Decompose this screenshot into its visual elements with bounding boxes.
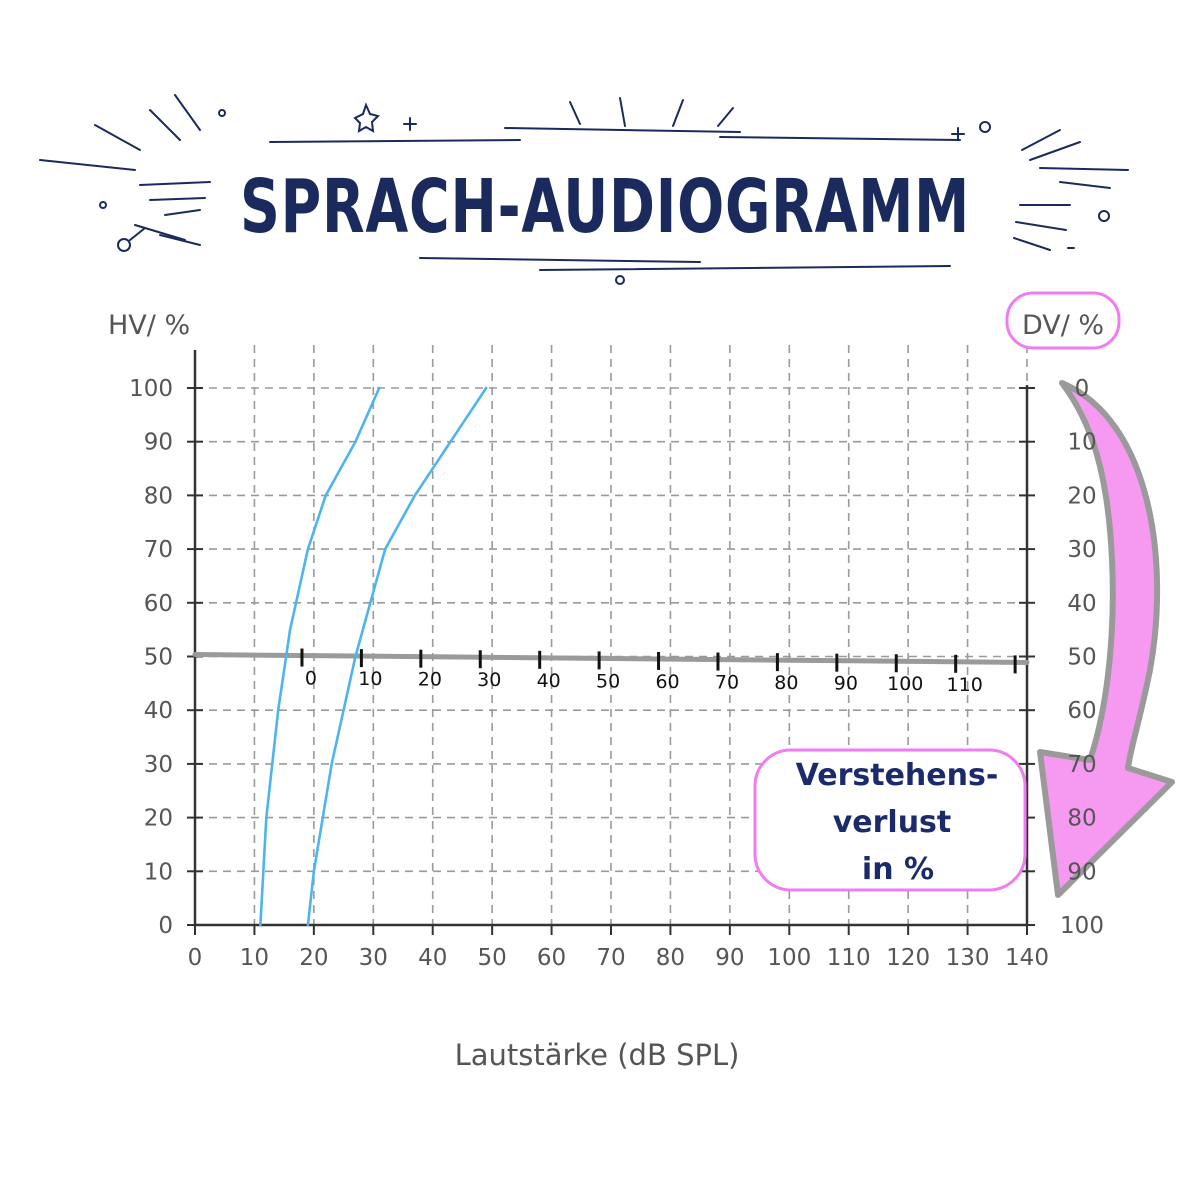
y-right-tick-label: 80 xyxy=(1067,806,1096,832)
curved-arrow xyxy=(1037,380,1175,898)
y-left-tick-label: 0 xyxy=(158,913,173,939)
callout-box: Verstehens- verlust in % xyxy=(753,748,1027,892)
y-right-tick-label: 40 xyxy=(1067,591,1096,617)
y-left-tick-label: 100 xyxy=(129,376,173,402)
callout-line-3: in % xyxy=(862,852,934,887)
mid-scale-tick-label: 70 xyxy=(715,672,739,694)
y-right-tick-label: 60 xyxy=(1067,698,1096,724)
series-curves xyxy=(259,386,488,927)
tick-labels: 0 10 20 30 40 50 60 70 80 90 100 110 120 130 140010203… xyxy=(129,376,1049,971)
y-right-tick-label: 10 xyxy=(1067,430,1096,456)
callout-line-2: verlust xyxy=(833,805,952,840)
x-tick-label: 20 xyxy=(299,945,328,971)
mid-scale-tick-label: 20 xyxy=(418,669,442,691)
y-right-tick-label: 100 xyxy=(1060,913,1104,939)
mid-scale-tick-label: 10 xyxy=(358,668,382,690)
y-left-tick-label: 90 xyxy=(144,430,173,456)
mid-scale-tick-label: 50 xyxy=(596,670,620,692)
x-tick-label: 50 xyxy=(478,945,507,971)
y-left-tick-label: 40 xyxy=(144,698,173,724)
x-tick-label: 80 xyxy=(656,945,685,971)
y-right-tick-label: 90 xyxy=(1067,859,1096,885)
x-tick-label: 0 xyxy=(188,945,203,971)
y-axis-right-title-box xyxy=(1005,291,1121,350)
x-tick-label: 40 xyxy=(418,945,447,971)
mid-scale-tick-label: 100 xyxy=(887,673,923,695)
mid-scale: 0 10 20 30 40 50 60 70 80 90 100 110 xyxy=(192,648,1030,696)
y-axis-right-title: DV/ % xyxy=(1022,310,1104,341)
x-tick-label: 30 xyxy=(359,945,388,971)
y-right-tick-label: 30 xyxy=(1067,537,1096,563)
title-decoration xyxy=(39,94,1129,285)
x-tick-label: 70 xyxy=(596,945,625,971)
x-tick-label: 60 xyxy=(537,945,566,971)
mid-scale-line xyxy=(192,652,1030,665)
mid-scale-tick-label: 80 xyxy=(774,672,798,694)
chart-title: SPRACH-AUDIOGRAMM xyxy=(240,164,970,250)
mid-scale-tick-label: 60 xyxy=(655,671,679,693)
axes xyxy=(187,350,1035,935)
y-left-tick-label: 80 xyxy=(144,483,173,509)
y-right-tick-label: 20 xyxy=(1067,483,1096,509)
y-left-tick-label: 50 xyxy=(144,645,173,671)
y-left-tick-label: 60 xyxy=(144,591,173,617)
y-left-tick-label: 20 xyxy=(144,806,173,832)
y-left-tick-label: 70 xyxy=(144,537,173,563)
y-left-tick-label: 10 xyxy=(144,859,173,885)
x-tick-label: 120 xyxy=(886,945,930,971)
x-tick-label: 140 xyxy=(1005,945,1049,971)
y-right-tick-label: 0 xyxy=(1075,376,1090,402)
y-left-tick-label: 30 xyxy=(144,752,173,778)
series-curve-1 xyxy=(259,386,381,927)
mid-scale-tick-label: 0 xyxy=(305,668,317,690)
y-right-tick-label: 50 xyxy=(1067,645,1096,671)
x-tick-label: 10 xyxy=(240,945,269,971)
x-axis-title: Lautstärke (dB SPL) xyxy=(455,1038,740,1072)
mid-scale-tick-label: 90 xyxy=(834,673,858,695)
mid-scale-tick-label: 110 xyxy=(947,674,983,696)
series-curve-2 xyxy=(306,386,488,927)
x-tick-label: 100 xyxy=(767,945,811,971)
y-axis-left-title: HV/ % xyxy=(108,310,190,341)
callout-line-1: Verstehens- xyxy=(796,758,999,793)
x-tick-label: 130 xyxy=(946,945,990,971)
mid-scale-tick-label: 30 xyxy=(477,669,501,691)
x-tick-label: 90 xyxy=(715,945,744,971)
mid-scale-tick-label: 40 xyxy=(537,670,561,692)
y-right-tick-label: 70 xyxy=(1067,752,1096,778)
x-tick-label: 110 xyxy=(827,945,871,971)
